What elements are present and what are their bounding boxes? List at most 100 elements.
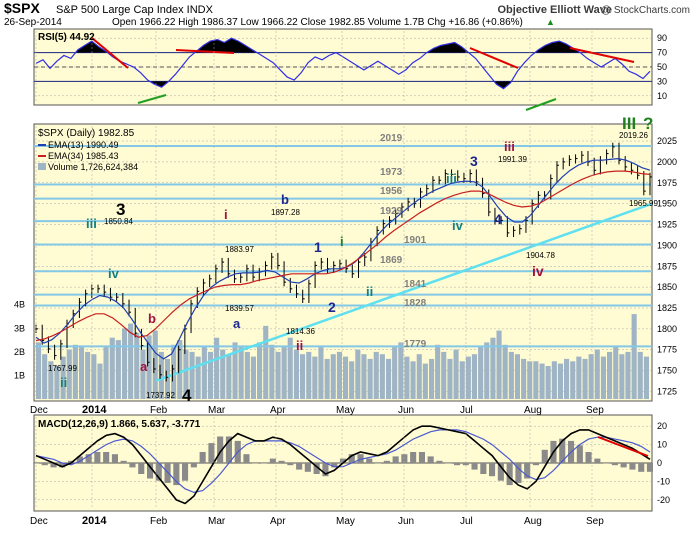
macd-histogram-bar bbox=[506, 463, 513, 486]
level-label: 1841 bbox=[404, 279, 427, 290]
volume-bar bbox=[177, 340, 183, 399]
macd-histogram-bar bbox=[199, 452, 206, 463]
level-label: 1901 bbox=[404, 235, 427, 246]
macd-histogram-bar bbox=[190, 463, 197, 468]
volume-bar bbox=[54, 366, 60, 399]
macd-histogram-bar bbox=[225, 436, 232, 463]
price-tick-label: 1825 bbox=[657, 303, 677, 313]
rsi-tick-label: 10 bbox=[657, 91, 667, 101]
wave-label: i bbox=[340, 234, 344, 249]
macd-histogram-bar bbox=[532, 463, 539, 466]
macd-title: MACD(12,26,9) 1.866, 5.637, -3.771 bbox=[38, 419, 201, 430]
price-tick-label: 2025 bbox=[657, 136, 677, 146]
volume-bar bbox=[404, 356, 410, 399]
volume-bar bbox=[564, 358, 570, 399]
volume-bar bbox=[324, 358, 330, 399]
macd-histogram-bar bbox=[638, 463, 645, 472]
macd-histogram-bar bbox=[629, 463, 636, 470]
x-tick-label: May bbox=[336, 405, 355, 416]
volume-bar bbox=[545, 366, 551, 399]
macd-histogram-bar bbox=[445, 463, 452, 464]
volume-bar bbox=[36, 342, 42, 399]
wave-label: iv bbox=[452, 218, 464, 233]
volume-bar bbox=[527, 361, 533, 399]
macd-signal-line bbox=[35, 429, 651, 494]
volume-bar bbox=[465, 356, 471, 399]
volume-bar bbox=[183, 349, 189, 399]
macd-histogram-bar bbox=[331, 463, 338, 468]
volume-bar bbox=[607, 351, 613, 399]
x-tick-label: Dec bbox=[30, 405, 48, 416]
macd-histogram-bar bbox=[489, 463, 496, 477]
macd-histogram-bar bbox=[68, 460, 75, 463]
price-tick-label: 1850 bbox=[657, 282, 677, 292]
volume-bar bbox=[355, 349, 361, 399]
price-layer: 2025 2000 1975 1950 1925 1900 1875 1850 1825 1800… bbox=[14, 136, 677, 399]
macd-histogram-bar bbox=[261, 463, 268, 464]
wave-label: iii bbox=[446, 171, 457, 186]
x-tick-label: Apr bbox=[270, 405, 286, 416]
x-tick-label: Feb bbox=[150, 405, 168, 416]
rsi-tick-label: 70 bbox=[657, 48, 667, 58]
volume-bar bbox=[392, 347, 398, 399]
volume-bar bbox=[557, 363, 563, 399]
x-tick-label: Jul bbox=[460, 405, 473, 416]
wave-label: iii bbox=[504, 139, 515, 154]
price-note: 1814.36 bbox=[286, 327, 315, 336]
volume-bar bbox=[422, 363, 428, 399]
volume-bar bbox=[306, 351, 312, 399]
macd-tick-label: -10 bbox=[657, 476, 670, 486]
rsi-tick-label: 50 bbox=[657, 62, 667, 72]
macd-histogram-bar bbox=[524, 463, 531, 479]
ohlc-summary: Open 1966.22 High 1986.37 Low 1966.22 Cl… bbox=[112, 17, 523, 28]
price-tick-label: 1900 bbox=[657, 240, 677, 250]
macd-histogram-bar bbox=[173, 463, 180, 486]
macd-histogram-bar bbox=[278, 460, 285, 463]
volume-bar bbox=[471, 354, 477, 399]
x-tick-label: Jun bbox=[398, 405, 414, 416]
chart-date: 26-Sep-2014 bbox=[4, 17, 62, 28]
x-tick-label: Jul bbox=[460, 516, 473, 527]
macd-histogram-bar bbox=[357, 454, 364, 463]
macd-histogram-bar bbox=[392, 456, 399, 463]
rsi-divergence-line bbox=[469, 47, 519, 69]
macd-histogram-bar bbox=[339, 458, 346, 463]
price-tick-label: 1975 bbox=[657, 178, 677, 188]
macd-histogram-bar bbox=[50, 463, 57, 468]
macd-histogram-bar bbox=[155, 463, 162, 481]
level-label: 1779 bbox=[404, 339, 427, 350]
wave-label: ? bbox=[643, 114, 653, 133]
volume-bar bbox=[533, 361, 539, 399]
symbol-label: $SPX bbox=[4, 0, 40, 16]
price-note: 1965.99 bbox=[629, 199, 658, 208]
volume-bar bbox=[539, 363, 545, 399]
macd-histogram-bar bbox=[497, 463, 504, 481]
x-tick-label: Dec bbox=[30, 516, 48, 527]
wave-label: iii bbox=[86, 216, 97, 231]
rsi-layer: 90 70 50 30 10 bbox=[34, 33, 667, 111]
volume-bar bbox=[643, 356, 649, 399]
wave-label: III bbox=[622, 114, 636, 133]
wave-label: iv bbox=[532, 263, 544, 279]
level-label: 1973 bbox=[380, 167, 403, 178]
price-note: 1904.78 bbox=[526, 251, 555, 260]
price-note: 2019.26 bbox=[619, 131, 648, 140]
wave-label: 3 bbox=[116, 200, 125, 219]
macd-histogram-bar bbox=[94, 452, 101, 463]
volume-bar bbox=[410, 361, 416, 399]
volume-bar bbox=[300, 354, 306, 399]
volume-bar bbox=[398, 342, 404, 399]
index-name: S&P 500 Large Cap Index INDX bbox=[56, 4, 214, 16]
price-note: 1737.92 bbox=[146, 391, 175, 400]
ema13-line bbox=[35, 157, 651, 360]
rsi-divergence-line bbox=[137, 94, 167, 104]
macd-histogram-bar bbox=[269, 458, 276, 463]
macd-layer: 20 10 0 -10 -20 bbox=[32, 421, 670, 505]
volume-bar bbox=[343, 356, 349, 399]
macd-histogram-bar bbox=[313, 463, 320, 474]
ema34-line bbox=[35, 170, 651, 342]
volume-bar bbox=[152, 330, 158, 399]
macd-histogram-bar bbox=[32, 463, 39, 464]
macd-tick-label: 0 bbox=[657, 458, 662, 468]
